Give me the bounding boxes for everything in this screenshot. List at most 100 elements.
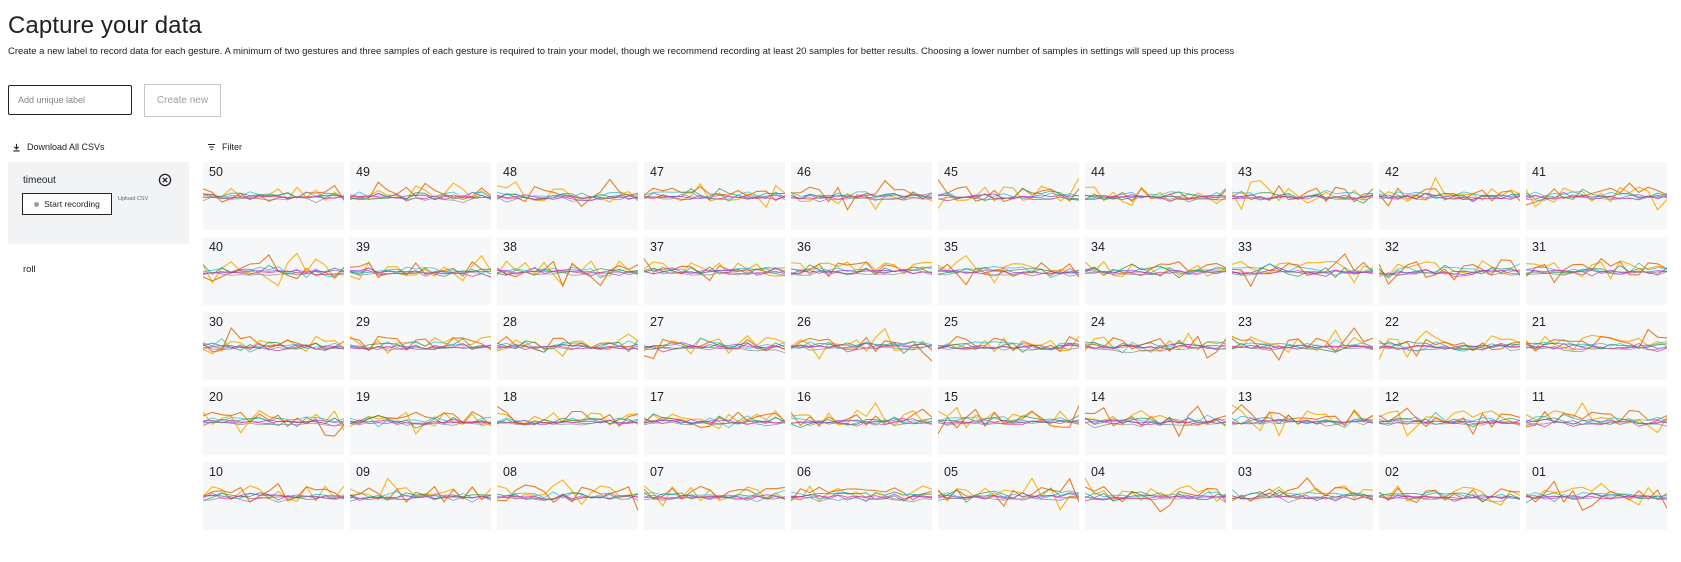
- sample-thumbnail[interactable]: 03: [1232, 462, 1373, 530]
- sample-thumbnail[interactable]: 27: [644, 312, 785, 380]
- sample-thumbnail[interactable]: 49: [350, 162, 491, 230]
- sample-thumbnail[interactable]: 41: [1526, 162, 1667, 230]
- sample-thumbnail[interactable]: 47: [644, 162, 785, 230]
- sensor-trace: [1379, 194, 1520, 203]
- sample-thumbnail[interactable]: 45: [938, 162, 1079, 230]
- sensor-trace: [1232, 495, 1373, 504]
- sample-thumbnail[interactable]: 18: [497, 387, 638, 455]
- sample-thumbnail[interactable]: 31: [1526, 237, 1667, 305]
- sensor-trace: [1232, 489, 1373, 500]
- sensor-trace: [644, 338, 785, 360]
- sample-thumbnail[interactable]: 37: [644, 237, 785, 305]
- filter-label: Filter: [222, 142, 242, 152]
- sample-number: 26: [797, 315, 811, 329]
- download-all-csvs-link[interactable]: Download All CSVs: [12, 142, 105, 152]
- sample-thumbnail[interactable]: 23: [1232, 312, 1373, 380]
- sample-number: 08: [503, 465, 517, 479]
- sensor-trace: [791, 336, 932, 362]
- sample-thumbnail[interactable]: 20: [203, 387, 344, 455]
- sample-thumbnail[interactable]: 40: [203, 237, 344, 305]
- sensor-trace: [938, 415, 1079, 424]
- sample-thumbnail[interactable]: 01: [1526, 462, 1667, 530]
- sensor-trace: [938, 254, 1079, 284]
- sensor-trace: [1526, 409, 1667, 428]
- sensor-trace: [1526, 414, 1667, 424]
- sample-number: 28: [503, 315, 517, 329]
- sample-thumbnail[interactable]: 04: [1085, 462, 1226, 530]
- create-new-button[interactable]: Create new: [144, 84, 221, 117]
- sample-thumbnail[interactable]: 30: [203, 312, 344, 380]
- sample-thumbnail[interactable]: 12: [1379, 387, 1520, 455]
- filter-button[interactable]: Filter: [207, 142, 242, 152]
- sensor-trace: [1085, 405, 1226, 438]
- sensor-trace: [1232, 253, 1373, 288]
- label-item-roll[interactable]: roll: [23, 264, 36, 275]
- sample-thumbnail[interactable]: 38: [497, 237, 638, 305]
- sample-thumbnail[interactable]: 05: [938, 462, 1079, 530]
- sample-thumbnail[interactable]: 22: [1379, 312, 1520, 380]
- sample-thumbnail[interactable]: 10: [203, 462, 344, 530]
- sensor-trace: [350, 418, 491, 425]
- sample-thumbnail[interactable]: 28: [497, 312, 638, 380]
- sample-thumbnail[interactable]: 14: [1085, 387, 1226, 455]
- sample-thumbnail[interactable]: 13: [1232, 387, 1373, 455]
- start-recording-button[interactable]: Start recording: [22, 193, 112, 215]
- sample-thumbnail[interactable]: 15: [938, 387, 1079, 455]
- sample-thumbnail[interactable]: 36: [791, 237, 932, 305]
- sample-sparkline: [791, 401, 932, 429]
- sample-thumbnail[interactable]: 50: [203, 162, 344, 230]
- sample-thumbnail[interactable]: 08: [497, 462, 638, 530]
- sample-number: 25: [944, 315, 958, 329]
- sensor-trace: [203, 271, 344, 276]
- sample-thumbnail[interactable]: 17: [644, 387, 785, 455]
- sensor-trace: [203, 194, 344, 200]
- sensor-trace: [1085, 263, 1226, 279]
- sample-thumbnail[interactable]: 26: [791, 312, 932, 380]
- sample-sparkline: [1379, 485, 1520, 506]
- sample-thumbnail[interactable]: 39: [350, 237, 491, 305]
- upload-csv-link[interactable]: Upload CSV: [118, 196, 149, 202]
- sample-thumbnail[interactable]: 43: [1232, 162, 1373, 230]
- sensor-trace: [203, 419, 344, 427]
- sample-thumbnail[interactable]: 02: [1379, 462, 1520, 530]
- sample-thumbnail[interactable]: 16: [791, 387, 932, 455]
- sample-thumbnail[interactable]: 29: [350, 312, 491, 380]
- sample-thumbnail[interactable]: 19: [350, 387, 491, 455]
- sample-thumbnail[interactable]: 09: [350, 462, 491, 530]
- sensor-trace: [644, 420, 785, 426]
- sample-sparkline: [1379, 330, 1520, 360]
- sample-thumbnail[interactable]: 35: [938, 237, 1079, 305]
- sample-number: 03: [1238, 465, 1252, 479]
- sample-thumbnail[interactable]: 21: [1526, 312, 1667, 380]
- sample-thumbnail[interactable]: 34: [1085, 237, 1226, 305]
- sample-thumbnail[interactable]: 07: [644, 462, 785, 530]
- sensor-trace: [791, 195, 932, 203]
- sample-number: 20: [209, 390, 223, 404]
- sample-thumbnail[interactable]: 32: [1379, 237, 1520, 305]
- sensor-trace: [938, 421, 1079, 426]
- sample-thumbnail[interactable]: 33: [1232, 237, 1373, 305]
- sample-thumbnail[interactable]: 48: [497, 162, 638, 230]
- label-item-timeout[interactable]: timeout Start recording Upload CSV: [8, 162, 189, 244]
- sensor-trace: [350, 418, 491, 426]
- sensor-trace: [1526, 480, 1667, 511]
- add-label-input[interactable]: [8, 85, 132, 115]
- sensor-trace: [644, 413, 785, 425]
- sample-thumbnail[interactable]: 42: [1379, 162, 1520, 230]
- sensor-trace: [938, 416, 1079, 424]
- sensor-trace: [644, 269, 785, 276]
- sample-thumbnail[interactable]: 44: [1085, 162, 1226, 230]
- sensor-trace: [791, 418, 932, 427]
- sample-thumbnail[interactable]: 06: [791, 462, 932, 530]
- sample-thumbnail[interactable]: 25: [938, 312, 1079, 380]
- sample-thumbnail[interactable]: 46: [791, 162, 932, 230]
- delete-label-icon[interactable]: [158, 173, 172, 187]
- sample-number: 39: [356, 240, 370, 254]
- sample-sparkline: [1085, 186, 1226, 206]
- sensor-trace: [1085, 341, 1226, 351]
- sensor-trace: [350, 485, 491, 503]
- sample-thumbnail[interactable]: 24: [1085, 312, 1226, 380]
- sensor-trace: [203, 495, 344, 503]
- sensor-trace: [203, 270, 344, 275]
- sample-thumbnail[interactable]: 11: [1526, 387, 1667, 455]
